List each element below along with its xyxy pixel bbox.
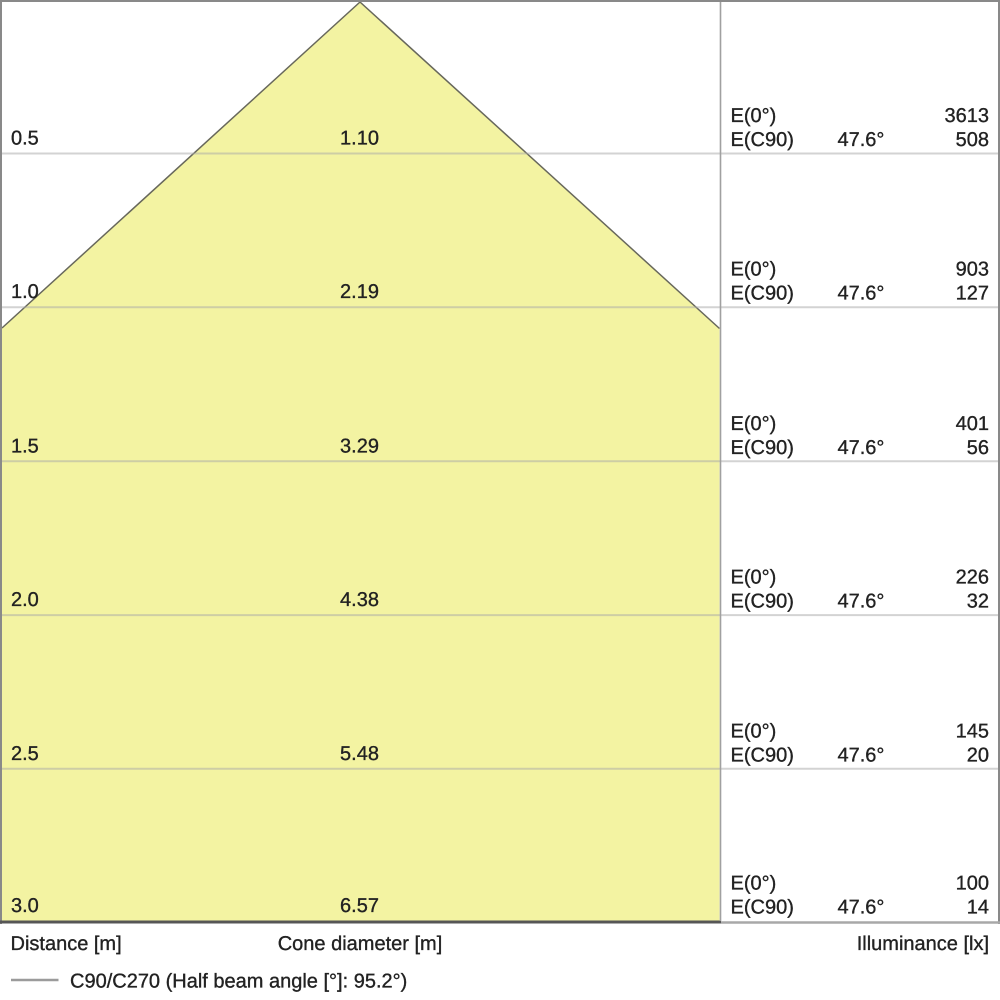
svg-text:E(0°): E(0°) [731,413,777,435]
svg-text:E(0°): E(0°) [731,105,777,127]
svg-text:47.6°: 47.6° [838,283,885,305]
svg-text:E(C90): E(C90) [731,591,794,613]
svg-text:6.57: 6.57 [340,895,379,917]
svg-text:47.6°: 47.6° [838,744,885,766]
svg-text:2.0: 2.0 [11,589,39,611]
svg-text:47.6°: 47.6° [838,437,885,459]
svg-text:2.5: 2.5 [11,743,39,765]
svg-text:100: 100 [956,873,989,895]
svg-text:127: 127 [956,283,989,305]
svg-text:E(0°): E(0°) [731,873,777,895]
svg-text:1.5: 1.5 [11,435,39,457]
svg-text:903: 903 [956,259,989,281]
svg-text:401: 401 [956,413,989,435]
svg-text:E(C90): E(C90) [731,129,794,151]
svg-text:47.6°: 47.6° [838,897,885,919]
svg-text:0.5: 0.5 [11,128,39,150]
svg-text:3.0: 3.0 [11,895,39,917]
svg-text:47.6°: 47.6° [838,129,885,151]
svg-text:226: 226 [956,567,989,589]
svg-text:Illuminance [lx]: Illuminance [lx] [857,933,989,955]
svg-text:56: 56 [967,437,989,459]
svg-text:508: 508 [956,129,989,151]
svg-text:E(C90): E(C90) [731,897,794,919]
svg-text:Distance [m]: Distance [m] [11,933,122,955]
svg-text:1.0: 1.0 [11,281,39,303]
svg-text:E(C90): E(C90) [731,437,794,459]
svg-text:E(C90): E(C90) [731,283,794,305]
svg-text:C90/C270 (Half beam angle [°]:: C90/C270 (Half beam angle [°]: 95.2°) [70,971,407,993]
svg-text:20: 20 [967,744,989,766]
svg-text:5.48: 5.48 [340,743,379,765]
svg-text:E(0°): E(0°) [731,567,777,589]
svg-text:E(0°): E(0°) [731,259,777,281]
svg-text:32: 32 [967,591,989,613]
svg-text:47.6°: 47.6° [838,591,885,613]
svg-text:Cone diameter [m]: Cone diameter [m] [278,933,443,955]
svg-text:1.10: 1.10 [340,128,379,150]
svg-text:4.38: 4.38 [340,589,379,611]
svg-text:E(0°): E(0°) [731,720,777,742]
svg-text:145: 145 [956,720,989,742]
svg-text:3613: 3613 [945,105,990,127]
svg-text:2.19: 2.19 [340,281,379,303]
svg-text:3.29: 3.29 [340,435,379,457]
svg-text:E(C90): E(C90) [731,744,794,766]
svg-text:14: 14 [967,897,989,919]
